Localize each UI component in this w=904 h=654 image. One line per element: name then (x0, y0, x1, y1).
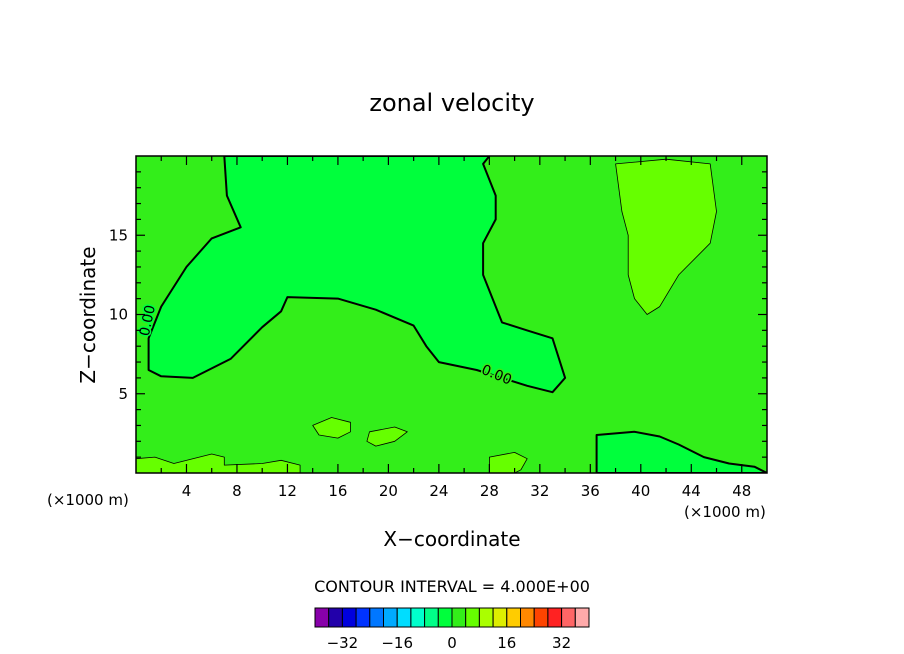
colorbar-swatch (547, 607, 563, 628)
colorbar-swatch (396, 607, 412, 628)
colorbar-swatch (328, 607, 343, 628)
colorbar-swatch (574, 607, 590, 628)
colorbar-swatch (561, 607, 576, 628)
contour-interval-label: CONTOUR INTERVAL = 4.000E+00 (314, 577, 590, 596)
colorbar-tick-label: 0 (447, 634, 457, 652)
y-tick-label: 10 (109, 306, 128, 324)
x-tick-label: 24 (429, 482, 448, 500)
x-axis-units: (×1000 m) (684, 503, 766, 521)
x-tick-label: 12 (278, 482, 297, 500)
x-tick-label: 8 (232, 482, 242, 500)
contour-region-2 (615, 158, 717, 315)
colorbar-swatch (478, 607, 494, 628)
colorbar-swatch (451, 607, 467, 628)
y-axis-units: (×1000 m) (47, 491, 129, 509)
colorbar-swatch (437, 607, 453, 628)
colorbar-swatch (355, 607, 371, 628)
colorbar-swatch (341, 607, 357, 628)
y-axis-label: Z−coordinate (76, 246, 100, 383)
colorbar-swatch (369, 607, 384, 628)
colorbar-tick-label: 32 (552, 634, 571, 652)
colorbar-tick-label: −16 (381, 634, 413, 652)
colorbar-tick-label: 16 (497, 634, 516, 652)
colorbar-swatch (465, 607, 480, 628)
contour-region-5 (136, 453, 301, 473)
colorbar-swatch (314, 607, 330, 628)
x-tick-label: 32 (530, 482, 549, 500)
contour-region-3 (312, 417, 351, 439)
x-tick-label: 36 (581, 482, 600, 500)
x-tick-label: 20 (379, 482, 398, 500)
x-tick-label: 44 (682, 482, 701, 500)
contour-region-1 (595, 430, 767, 473)
colorbar-swatch (424, 607, 439, 628)
x-tick-label: 4 (182, 482, 192, 500)
x-tick-label: 28 (480, 482, 499, 500)
contour-region-0 (147, 156, 567, 394)
x-tick-label: 48 (732, 482, 751, 500)
colorbar-swatch (492, 607, 508, 628)
colorbar-swatch (506, 607, 521, 628)
colorbar-swatch (383, 607, 398, 628)
contour-region-4 (366, 426, 408, 447)
colorbar-tick-label: −32 (327, 634, 359, 652)
chart-title: zonal velocity (369, 89, 534, 117)
x-tick-label: 40 (631, 482, 650, 500)
y-tick-label: 15 (109, 226, 128, 244)
colorbar-swatch (410, 607, 426, 628)
x-axis-label: X−coordinate (383, 527, 520, 551)
contour-region-6 (489, 452, 528, 473)
colorbar-swatch (520, 607, 535, 628)
colorbar-swatch (533, 607, 549, 628)
colorbar: −32 −16 0 16 32 (314, 607, 590, 652)
x-tick-label: 16 (328, 482, 347, 500)
y-tick-label: 5 (118, 385, 128, 403)
